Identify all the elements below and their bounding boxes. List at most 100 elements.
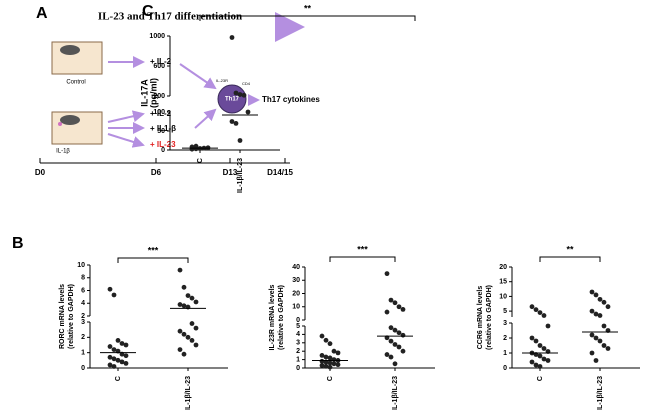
y-tick-label: 0 (81, 365, 85, 372)
y-tick-label: 3 (503, 320, 507, 327)
y-tick-label: 2 (296, 348, 300, 355)
data-point (327, 364, 333, 370)
y-axis-label: (pg/ml) (148, 78, 158, 108)
x-tick-label: IL-1β/IL-23 (185, 376, 192, 410)
data-point (537, 343, 543, 348)
panel-a: A IL-23 and Th17 differentiation Control… (35, 5, 320, 177)
data-point (177, 302, 183, 307)
y-tick-label: 10 (77, 262, 85, 269)
y-axis-label: IL-17A (139, 79, 149, 107)
data-point (384, 352, 390, 357)
data-point (388, 325, 394, 331)
y-tick-label: 20 (499, 264, 507, 271)
y-tick-label: 1 (81, 350, 85, 357)
data-point (189, 321, 195, 326)
data-point (189, 144, 195, 150)
label: Control (66, 80, 85, 86)
data-point (107, 362, 113, 368)
data-point (396, 330, 402, 336)
data-point (107, 286, 113, 292)
panel-label: B (12, 235, 24, 252)
data-point (233, 121, 239, 126)
data-point (537, 353, 543, 359)
data-point (388, 338, 394, 344)
data-point (601, 343, 607, 348)
y-tick-label: 0 (296, 317, 300, 324)
data-point (177, 267, 183, 273)
data-point (529, 335, 535, 341)
data-point (400, 332, 406, 338)
data-point (107, 354, 113, 360)
y-tick-label: 10 (499, 293, 507, 300)
data-point (537, 364, 543, 369)
data-point (593, 311, 599, 317)
y-tick-label: 8 (81, 275, 85, 282)
data-point (241, 92, 247, 98)
data-point (111, 364, 117, 369)
data-point (181, 303, 187, 309)
data-point (193, 342, 199, 348)
data-point (593, 358, 599, 363)
data-point (319, 363, 325, 368)
data-point (115, 357, 121, 363)
y-axis-label: (relative to GAPDH) (486, 285, 493, 350)
data-point (593, 335, 599, 341)
well-insert (60, 45, 80, 55)
label: Th17 cytokines (262, 95, 320, 104)
data-point (111, 356, 117, 362)
data-point (177, 328, 183, 334)
y-tick-label: 50 (157, 128, 165, 135)
data-point (193, 299, 199, 305)
timeline-label: D0 (35, 168, 46, 177)
data-point (388, 297, 394, 303)
y-tick-label: 5 (296, 323, 300, 330)
y-tick-label: 2 (81, 334, 85, 341)
significance: *** (148, 245, 159, 255)
significance: ** (304, 3, 312, 13)
data-point (123, 361, 129, 366)
y-tick-label: 40 (292, 264, 300, 271)
data-point (396, 304, 402, 310)
y-tick-label: 100 (153, 109, 165, 116)
y-axis-label: RORC mRNA levels (59, 284, 66, 349)
data-point (384, 271, 390, 277)
data-point (323, 354, 329, 360)
data-point (331, 348, 337, 354)
arrow (194, 108, 217, 129)
data-point (181, 351, 187, 357)
data-point (533, 338, 539, 344)
y-tick-label: 5 (503, 308, 507, 315)
data-point (229, 119, 235, 124)
y-tick-label: 4 (296, 331, 300, 338)
x-tick-label: C (197, 158, 204, 163)
label: + IL1-β (150, 124, 176, 133)
panel-label: A (36, 5, 48, 22)
label: + IL-2 (150, 57, 172, 66)
timeline (39, 158, 290, 164)
data-point (400, 307, 406, 312)
data-point (115, 338, 121, 343)
label: CD4 (242, 81, 251, 86)
cell (217, 84, 247, 114)
label: + IL-2 (150, 109, 172, 118)
x-tick-label: IL-1β/IL-23 (237, 158, 244, 193)
data-point (319, 333, 325, 339)
significance-bracket (539, 256, 601, 262)
data-point (323, 363, 329, 369)
x-tick-label: C (537, 376, 544, 381)
label: IL-23R (216, 78, 228, 83)
data-point (533, 307, 539, 313)
data-point (384, 309, 390, 315)
data-point (193, 325, 199, 331)
y-tick-label: 20 (292, 290, 300, 297)
data-point (193, 143, 199, 149)
data-point (545, 323, 551, 329)
data-point (233, 90, 239, 96)
label: + IL-23 (150, 140, 176, 149)
panel-label: C (142, 3, 154, 20)
y-tick-label: 1 (503, 350, 507, 357)
data-point (392, 300, 398, 306)
y-tick-label: 2 (503, 335, 507, 342)
arrow (107, 133, 145, 148)
